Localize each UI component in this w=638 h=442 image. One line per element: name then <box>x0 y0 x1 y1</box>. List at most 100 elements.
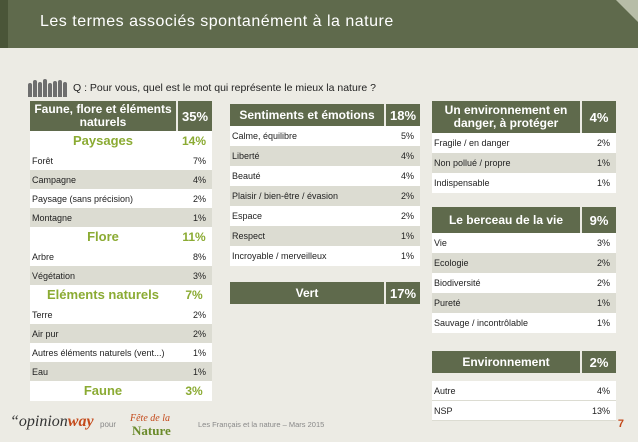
row-label: Calme, équilibre <box>232 131 298 141</box>
title-accent <box>0 0 8 48</box>
title-bar: Les termes associés spontanément à la na… <box>0 0 638 48</box>
table-row: Liberté 4% <box>230 146 420 166</box>
row-label: Biodiversité <box>434 278 481 288</box>
table-row: Autres éléments naturels (vent...) 1% <box>30 343 212 362</box>
table-row: Paysage (sans précision) 2% <box>30 189 212 208</box>
table-row: Indispensable 1% <box>432 173 616 193</box>
row-label: Sauvage / incontrôlable <box>434 318 529 328</box>
table-row: Eau 1% <box>30 362 212 381</box>
group-header: Sentiments et émotions 18% <box>230 104 420 126</box>
table-row: Végétation 3% <box>30 266 212 285</box>
pour-label: pour <box>100 420 117 429</box>
column-environment: Un environnement en danger, à protéger 4%… <box>432 101 616 421</box>
row-value: 1% <box>192 347 206 358</box>
row-value: 4% <box>400 171 414 181</box>
group-header-label: Un environnement en danger, à protéger <box>444 103 568 130</box>
row-value: 5% <box>400 131 414 141</box>
table-row: Arbre 8% <box>30 247 212 266</box>
table-row: Incroyable / merveilleux 1% <box>230 246 420 266</box>
row-value: 1% <box>400 231 414 241</box>
row-label: Indispensable <box>434 178 490 188</box>
subgroup-header: Flore 11% <box>30 227 212 247</box>
table-row: Fragile / en danger 2% <box>432 133 616 153</box>
subgroup-value: 7% <box>185 288 203 302</box>
row-label: Respect <box>232 231 266 241</box>
column-nature-elements: Faune, flore et éléments naturels 35% Pays… <box>30 101 212 401</box>
row-label: Air pur <box>32 328 59 339</box>
group-header-value: 17% <box>384 282 420 304</box>
question-text: Q : Pour vous, quel est le mot qui repré… <box>73 82 376 94</box>
subgroup-value: 3% <box>185 384 203 398</box>
footer-source: Les Français et la nature – Mars 2015 <box>198 420 325 429</box>
row-value: 1% <box>596 318 610 328</box>
group-header: Le berceau de la vie 9% <box>432 207 616 233</box>
row-label: Végétation <box>32 270 76 281</box>
row-label: Autre <box>434 385 456 396</box>
question-row: Q : Pour vous, quel est le mot qui repré… <box>28 76 376 100</box>
row-label: Autres éléments naturels (vent...) <box>32 347 165 358</box>
row-label: Liberté <box>232 151 260 161</box>
row-value: 4% <box>596 385 610 396</box>
fete-de-la-nature-logo: Fête de la Nature <box>124 409 182 439</box>
row-label: Espace <box>232 211 263 221</box>
group-header-label: Sentiments et émotions <box>239 107 375 122</box>
group-header-label: Faune, flore et éléments naturels <box>34 102 172 129</box>
row-label: Forêt <box>32 155 54 166</box>
table-row: Montagne 1% <box>30 208 212 227</box>
row-label: Terre <box>32 309 53 320</box>
column-sentiments: Sentiments et émotions 18% Calme, équilibr… <box>230 104 420 304</box>
row-value: 2% <box>400 191 414 201</box>
table-row: Air pur 2% <box>30 324 212 343</box>
group-header-value: 2% <box>580 351 616 373</box>
page-title: Les termes associés spontanément à la na… <box>40 13 394 30</box>
subgroup-label: Paysages <box>73 133 133 148</box>
subgroup-value: 14% <box>181 134 207 148</box>
group-header-label: Vert <box>295 285 319 300</box>
table-row: Vie 3% <box>432 233 616 253</box>
row-value: 3% <box>596 238 610 248</box>
row-label: Fragile / en danger <box>434 138 510 148</box>
row-value: 2% <box>192 309 206 320</box>
row-label: Arbre <box>32 251 55 262</box>
row-value: 2% <box>596 138 610 148</box>
row-value: 4% <box>400 151 414 161</box>
row-value: 3% <box>192 270 206 281</box>
table-row: Ecologie 2% <box>432 253 616 273</box>
row-label: Eau <box>32 366 49 377</box>
table-row: Plaisir / bien-être / évasion 2% <box>230 186 420 206</box>
group-header-label: Le berceau de la vie <box>448 212 564 227</box>
row-value: 2% <box>192 328 206 339</box>
group-header: Vert 17% <box>230 282 420 304</box>
table-row: Forêt 7% <box>30 151 212 170</box>
table-row: Pureté 1% <box>432 293 616 313</box>
table-row: Terre 2% <box>30 305 212 324</box>
row-value: 2% <box>192 193 206 204</box>
row-label: Campagne <box>32 174 77 185</box>
corner-decoration <box>616 0 638 22</box>
row-label: Vie <box>434 238 447 248</box>
group-header-value: 18% <box>384 104 420 126</box>
row-value: 1% <box>400 251 414 261</box>
table-row: Campagne 4% <box>30 170 212 189</box>
row-value: 8% <box>192 251 206 262</box>
table-row: Calme, équilibre 5% <box>230 126 420 146</box>
group-header: Faune, flore et éléments naturels 35% <box>30 101 212 131</box>
subgroup-header: Eléments naturels 7% <box>30 285 212 305</box>
subgroup-value: 11% <box>182 230 206 244</box>
svg-text:Nature: Nature <box>132 423 171 438</box>
row-value: 1% <box>192 366 206 377</box>
table-row: NSP 13% <box>432 401 616 421</box>
page-number: 7 <box>617 418 624 430</box>
row-value: 1% <box>596 298 610 308</box>
group-header-label: Environnement <box>462 354 550 369</box>
table-row: Autre 4% <box>432 381 616 401</box>
svg-text:Fête de la: Fête de la <box>129 413 170 424</box>
row-value: 2% <box>400 211 414 221</box>
table-row: Biodiversité 2% <box>432 273 616 293</box>
spacer <box>432 373 616 381</box>
group-header-value: 35% <box>176 101 212 131</box>
row-label: Ecologie <box>434 258 469 268</box>
row-value: 1% <box>596 178 610 188</box>
row-value: 1% <box>192 212 206 223</box>
row-value: 13% <box>591 405 610 416</box>
